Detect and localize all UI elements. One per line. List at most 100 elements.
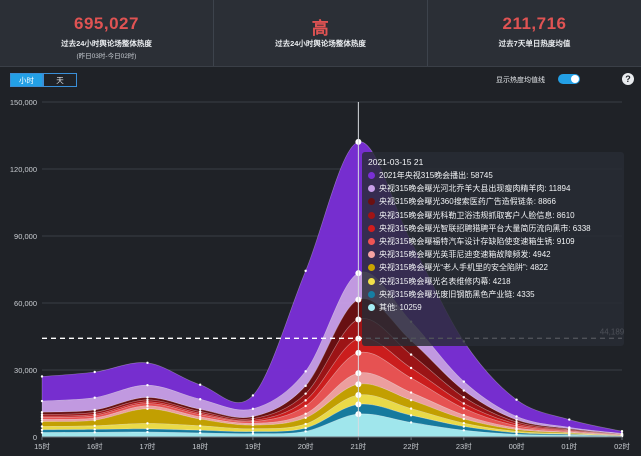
data-point <box>515 420 518 424</box>
data-point <box>515 426 518 430</box>
data-point <box>515 415 518 418</box>
tooltip-row: 央视315晚会曝光科勒卫浴违规抓取客户人脸信息: 8610 <box>368 209 618 222</box>
legend-dot-icon <box>368 211 375 219</box>
stat-sub: (昨日03时-今日02时) <box>76 53 137 60</box>
tooltip-row: 央视315晚会曝光废旧钢筋黑色产业链: 4335 <box>368 288 618 301</box>
data-point <box>251 423 255 427</box>
data-point <box>198 412 202 415</box>
data-point <box>146 427 149 431</box>
x-tick-label: 20时 <box>298 441 314 451</box>
data-point <box>620 430 624 433</box>
data-point <box>146 430 149 434</box>
data-point <box>304 426 307 430</box>
data-point <box>198 417 202 421</box>
data-point <box>198 424 202 428</box>
data-point <box>515 424 518 428</box>
stat-label: 过去24小时舆论场整体热度 <box>275 39 366 48</box>
data-point <box>409 414 413 417</box>
data-point <box>304 430 307 433</box>
legend-dot-icon <box>368 251 375 259</box>
tooltip-row: 央视315晚会曝光河北乔羊大县出现瘦肉精羊肉: 11894 <box>368 182 618 195</box>
data-point <box>93 416 96 420</box>
data-point <box>40 415 44 418</box>
avg-line-switch[interactable] <box>558 74 580 84</box>
data-point <box>462 407 466 410</box>
data-point <box>462 402 466 405</box>
data-point <box>146 361 149 365</box>
help-icon[interactable]: ? <box>622 73 634 85</box>
tooltip-row: 央视315晚会曝光360搜索医药广告造假链条: 8866 <box>368 195 618 208</box>
data-point <box>198 431 202 435</box>
data-point <box>40 411 44 414</box>
data-point <box>146 407 149 411</box>
x-tick-label: 18时 <box>192 441 208 451</box>
stat-label: 过去24小时舆论场整体热度 <box>61 39 152 48</box>
data-point <box>409 353 413 356</box>
data-point <box>146 422 149 425</box>
x-tick-label: 17时 <box>140 441 156 451</box>
data-point <box>304 404 307 408</box>
data-point <box>198 408 202 411</box>
avg-line-toggle-label: 显示热度均值线 <box>496 77 545 84</box>
x-tick-label: 22时 <box>403 441 419 451</box>
data-point <box>251 407 255 411</box>
data-point <box>304 399 307 402</box>
data-point <box>462 425 466 428</box>
data-point <box>304 392 307 395</box>
tooltip-row: 央视315晚会曝光英菲尼迪变速箱故障频发: 4942 <box>368 248 618 261</box>
data-point <box>409 366 413 370</box>
tooltip-row: 央视315晚会曝福特汽车设计存缺陷使变速箱生锈: 9109 <box>368 235 618 248</box>
tooltip-row-text: 央视315晚会曝福特汽车设计存缺陷使变速箱生锈: 9109 <box>379 236 575 246</box>
y-tick-label: 0 <box>33 433 37 442</box>
data-point <box>93 419 96 422</box>
tab-day[interactable]: 天 <box>43 73 77 87</box>
y-tick-label: 90,000 <box>14 232 37 241</box>
tooltip-row-text: 其他: 10259 <box>379 302 422 312</box>
data-point <box>515 422 518 426</box>
x-tick-label: 00时 <box>509 441 525 451</box>
data-point <box>251 415 255 418</box>
data-point <box>515 430 518 433</box>
data-point <box>146 383 149 387</box>
x-tick-label: 23时 <box>456 441 472 451</box>
tooltip-row-text: 央视315晚会曝光英菲尼迪变速箱故障频发: 4942 <box>379 250 551 260</box>
legend-dot-icon <box>368 264 375 272</box>
y-tick-label: 120,000 <box>10 165 37 174</box>
tooltip-row: 央视315晚会曝光名表维修内幕: 4218 <box>368 275 618 288</box>
y-tick-label: 30,000 <box>14 366 37 375</box>
data-point <box>40 375 44 378</box>
data-point <box>146 398 149 402</box>
data-point <box>515 418 518 422</box>
data-point <box>409 407 413 410</box>
chart-tooltip: 2021-03-15 21 2021年央视315晚会播出: 58745 央视315… <box>362 152 624 346</box>
data-point <box>251 422 255 425</box>
tooltip-row: 其他: 10259 <box>368 301 618 314</box>
data-point <box>462 380 466 383</box>
legend-dot-icon <box>368 172 375 180</box>
data-point <box>93 413 96 416</box>
legend-dot-icon <box>368 198 375 206</box>
data-point <box>93 411 96 414</box>
legend-dot-icon <box>368 224 375 232</box>
data-point <box>198 410 202 413</box>
tooltip-row: 2021年央视315晚会播出: 58745 <box>368 169 618 182</box>
tooltip-row-text: 央视315晚会曝光智联招聘猎聘平台大量简历流向黑市: 6338 <box>379 223 591 233</box>
data-point <box>93 370 96 374</box>
data-point <box>93 428 96 431</box>
tooltip-row-text: 央视315晚会曝光名表维修内幕: 4218 <box>379 276 511 286</box>
data-point <box>40 420 44 423</box>
data-point <box>304 384 307 388</box>
y-tick-label: 150,000 <box>10 98 37 107</box>
x-tick-label: 02时 <box>614 441 630 451</box>
x-tick-label: 21时 <box>350 441 366 451</box>
data-point <box>93 431 96 434</box>
tab-hour[interactable]: 小时 <box>10 73 43 87</box>
data-point <box>304 422 307 426</box>
data-point <box>146 400 149 404</box>
legend-dot-icon <box>368 238 375 246</box>
data-point <box>251 417 255 420</box>
data-point <box>409 421 413 424</box>
data-point <box>40 425 44 428</box>
data-point <box>93 424 96 428</box>
